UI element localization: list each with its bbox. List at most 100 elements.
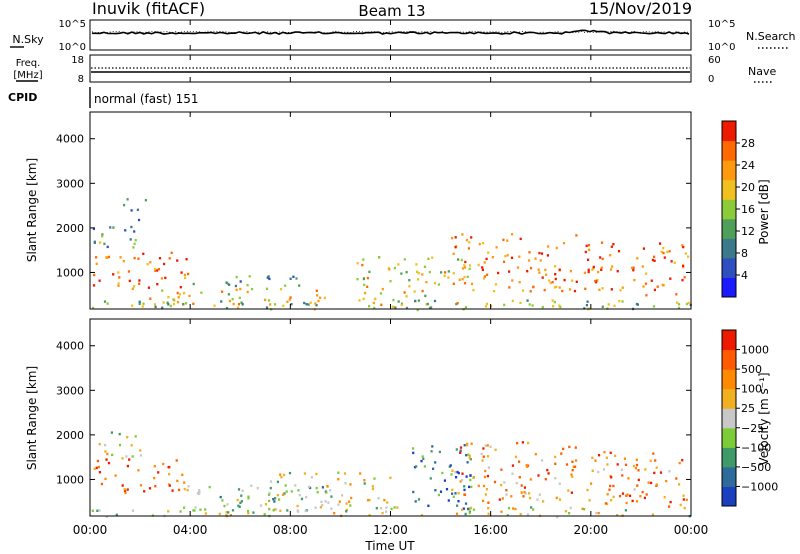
heatmap-cell <box>511 279 514 282</box>
heatmap-cell <box>149 261 152 264</box>
heatmap-cell <box>500 483 503 487</box>
heatmap-cell <box>660 250 663 253</box>
heatmap-cell <box>289 296 292 299</box>
heatmap-cell <box>126 488 129 491</box>
heatmap-cell <box>673 261 676 264</box>
heatmap-cell <box>296 509 299 512</box>
heatmap-cell <box>486 474 489 478</box>
heatmap-cell <box>536 498 539 501</box>
heatmap-cell <box>144 199 147 202</box>
heatmap-cell <box>483 475 486 479</box>
heatmap-cell <box>677 306 681 310</box>
heatmap-cell <box>563 278 566 282</box>
heatmap-cell <box>132 246 135 249</box>
heatmap-cell <box>414 299 417 303</box>
heatmap-cell <box>106 302 109 305</box>
heatmap-cell <box>484 493 487 496</box>
noise-right-tick-top: 10^5 <box>708 19 735 30</box>
heatmap-cell <box>280 476 283 479</box>
heatmap-cell <box>571 279 574 282</box>
heatmap-cell <box>668 470 671 473</box>
heatmap-cell <box>554 273 557 276</box>
heatmap-cell <box>433 299 437 303</box>
heatmap-cell <box>507 507 511 510</box>
heatmap-cell <box>176 301 180 304</box>
heatmap-cell <box>569 270 572 273</box>
heatmap-cell <box>232 302 235 306</box>
heatmap-cell <box>643 496 646 500</box>
heatmap-cell <box>637 469 640 472</box>
heatmap-cell <box>93 241 96 244</box>
heatmap-cell <box>464 306 467 309</box>
heatmap-cell <box>486 455 490 458</box>
heatmap-cell <box>134 239 137 242</box>
heatmap-cell <box>251 287 254 291</box>
heatmap-cell <box>392 298 395 302</box>
heatmap-cell <box>315 289 318 292</box>
heatmap-cell <box>93 273 96 277</box>
heatmap-cell <box>200 291 203 294</box>
heatmap-cell <box>591 469 594 472</box>
heatmap-cell <box>635 500 639 503</box>
heatmap-cell <box>467 453 470 456</box>
heatmap-cell <box>682 494 685 497</box>
heatmap-cell <box>618 299 621 303</box>
heatmap-cell <box>279 473 282 476</box>
colorbar-swatch <box>722 160 736 181</box>
heatmap-cell <box>459 451 462 454</box>
heatmap-cell <box>433 281 437 285</box>
heatmap-cell <box>571 460 574 463</box>
heatmap-cell <box>264 503 268 506</box>
heatmap-cell <box>119 256 122 259</box>
heatmap-cell <box>103 242 106 246</box>
heatmap-cell <box>653 259 656 262</box>
heatmap-cell <box>642 285 645 288</box>
heatmap-cell <box>607 303 610 306</box>
heatmap-cell <box>653 288 656 292</box>
heatmap-cell <box>314 302 317 305</box>
colorbar-swatch <box>722 486 736 507</box>
heatmap-cell <box>107 255 111 259</box>
heatmap-cell <box>276 494 279 497</box>
heatmap-cell <box>682 264 685 267</box>
colorbar-swatch <box>722 121 736 142</box>
heatmap-cell <box>469 478 472 482</box>
nave-label: Nave <box>748 65 776 78</box>
heatmap-cell <box>117 284 120 287</box>
heatmap-cell <box>556 515 559 519</box>
heatmap-cell <box>460 258 463 262</box>
heatmap-cell <box>544 478 547 481</box>
heatmap-cell <box>569 506 572 510</box>
heatmap-cell <box>483 275 486 278</box>
heatmap-cell <box>110 431 113 434</box>
heatmap-cell <box>451 492 454 495</box>
heatmap-cell <box>678 461 681 465</box>
heatmap-cell <box>237 504 240 507</box>
heatmap-cell <box>238 296 241 300</box>
heatmap-cell <box>468 454 471 458</box>
heatmap-cell <box>158 257 162 260</box>
heatmap-cell <box>481 268 484 272</box>
heatmap-cell <box>321 486 324 489</box>
heatmap-cell <box>621 286 624 289</box>
colorbar-swatch <box>722 388 736 409</box>
nsky-label: N.Sky <box>12 33 44 46</box>
heatmap-cell <box>236 306 240 309</box>
heatmap-cell <box>463 444 466 447</box>
heatmap-cell <box>534 257 537 260</box>
heatmap-cell <box>305 303 308 306</box>
heatmap-cell <box>631 266 634 269</box>
heatmap-cell <box>180 271 183 274</box>
colorbar-tick-label: 28 <box>741 137 755 150</box>
heatmap-cell <box>146 263 149 266</box>
heatmap-cell <box>455 476 458 479</box>
heatmap-cell <box>141 305 144 308</box>
heatmap-cell <box>683 506 686 510</box>
heatmap-cell <box>95 262 98 265</box>
heatmap-cell <box>438 450 441 454</box>
heatmap-cell <box>610 476 613 479</box>
heatmap-cell <box>344 482 347 485</box>
heatmap-cell <box>644 282 648 285</box>
heatmap-cell <box>241 303 244 306</box>
heatmap-cell <box>439 490 443 493</box>
